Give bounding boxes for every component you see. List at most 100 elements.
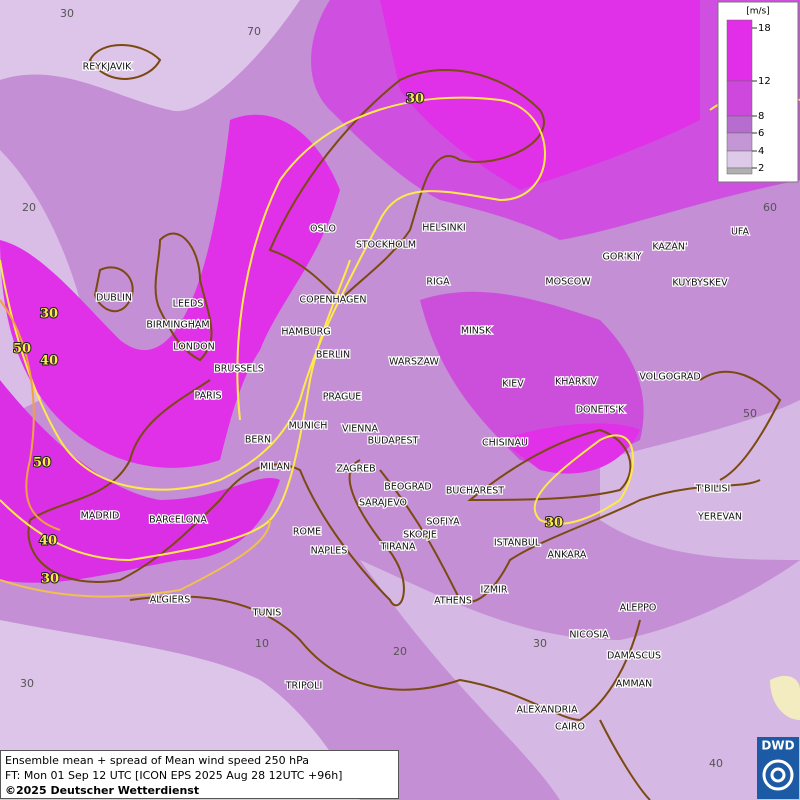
- city-label: RIGA: [426, 277, 450, 288]
- legend-band: [726, 150, 753, 169]
- city-label: KHARKIV: [555, 377, 598, 388]
- graticule-label: 20: [22, 201, 36, 214]
- city-label: GOR'KIY: [603, 252, 642, 263]
- graticule-label: 40: [709, 757, 723, 770]
- contour-label: 40: [39, 534, 57, 549]
- city-label: ANKARA: [548, 550, 587, 561]
- contour-label: 30: [406, 92, 424, 107]
- contour-label: 30: [41, 572, 59, 587]
- city-label: ATHENS: [434, 596, 472, 607]
- city-label: LEEDS: [173, 299, 204, 310]
- city-label: DAMASCUS: [607, 651, 661, 662]
- contour-label: 50: [13, 342, 31, 357]
- legend-band: [726, 132, 753, 152]
- city-label: BERLIN: [316, 350, 350, 361]
- city-label: NICOSIA: [569, 630, 609, 641]
- city-label: BRUSSELS: [214, 364, 263, 375]
- city-label: SKOPJE: [403, 530, 437, 541]
- graticule-label: 60: [763, 201, 777, 214]
- contour-label: 30: [40, 307, 58, 322]
- city-label: REYKJAVIK: [83, 62, 132, 73]
- legend-unit: [m/s]: [746, 7, 770, 17]
- graticule-label: 30: [60, 7, 74, 20]
- city-label: AMMAN: [616, 679, 653, 690]
- graticule-label: 30: [533, 637, 547, 650]
- city-label: MINSK: [461, 326, 492, 337]
- legend-tick-label: 18: [758, 23, 771, 34]
- city-label: ALEXANDRIA: [516, 705, 578, 716]
- city-label: T'BILISI: [695, 484, 731, 495]
- graticule-label: 70: [247, 25, 261, 38]
- city-label: VIENNA: [342, 424, 379, 435]
- legend-band: [726, 80, 753, 117]
- city-label: VOLGOGRAD: [639, 372, 700, 383]
- legend-band: [726, 115, 753, 134]
- legend-band: [726, 19, 753, 82]
- city-label: IZMIR: [481, 585, 508, 596]
- city-label: BUDAPEST: [368, 436, 419, 447]
- city-label: OSLO: [310, 224, 336, 235]
- city-labels: REYKJAVIK OSLO STOCKHOLM HELSINKI DUBLIN LEED…: [79, 60, 750, 733]
- logo-swirl: [770, 767, 786, 783]
- legend-tick-label: 6: [758, 128, 764, 139]
- footer-line: Ensemble mean + spread of Mean wind spee…: [5, 754, 309, 767]
- city-label: SOFIYA: [426, 517, 460, 528]
- city-label: BERN: [245, 435, 271, 446]
- city-label: ZAGREB: [336, 464, 375, 475]
- graticule-label: 50: [743, 407, 757, 420]
- logo-text: DWD: [761, 739, 794, 753]
- graticule-label: 30: [20, 677, 34, 690]
- city-label: MUNICH: [289, 421, 328, 432]
- graticule-label: 10: [255, 637, 269, 650]
- city-label: ALEPPO: [620, 603, 657, 614]
- city-label: PRAGUE: [323, 392, 362, 403]
- city-label: BIRMINGHAM: [146, 320, 209, 331]
- coastlines: [27, 44, 782, 800]
- city-label: BARCELONA: [149, 515, 207, 526]
- city-label: COPENHAGEN: [300, 295, 367, 306]
- city-label: YEREVAN: [697, 512, 742, 523]
- city-label: TRIPOLI: [285, 681, 323, 692]
- logo-swirl: [762, 759, 794, 791]
- city-label: UFA: [731, 227, 750, 238]
- city-label: CAIRO: [555, 722, 585, 733]
- legend-band: [726, 167, 753, 175]
- city-label: ISTANBUL: [494, 538, 541, 549]
- city-label: TIRANA: [380, 542, 416, 553]
- footer-line: ©2025 Deutscher Wetterdienst: [5, 784, 200, 797]
- legend-tick-label: 8: [758, 111, 764, 122]
- city-label: PARIS: [194, 391, 221, 402]
- contour-label: 40: [40, 354, 58, 369]
- city-label: DUBLIN: [96, 293, 132, 304]
- city-label: HAMBURG: [281, 327, 330, 338]
- city-label: KAZAN': [652, 242, 687, 253]
- contour-label: 50: [33, 456, 51, 471]
- legend-tick-label: 2: [758, 163, 764, 174]
- contour-label: 30: [545, 516, 563, 531]
- city-label: HELSINKI: [422, 223, 465, 234]
- city-label: KUYBYSKEV: [672, 278, 728, 289]
- footer: Ensemble mean + spread of Mean wind spee…: [0, 750, 399, 799]
- contours: [0, 93, 800, 598]
- graticule-label: 20: [393, 645, 407, 658]
- city-label: BUCHAREST: [446, 486, 504, 497]
- legend: [m/s] 18 12 8 6 4 2: [717, 1, 799, 183]
- footer-line: FT: Mon 01 Sep 12 UTC [ICON EPS 2025 Aug…: [5, 769, 343, 782]
- city-label: DONETS'K: [576, 405, 625, 416]
- city-label: ROME: [293, 527, 321, 538]
- city-label: WARSZAW: [389, 357, 439, 368]
- city-label: MILAN: [260, 462, 290, 473]
- city-label: STOCKHOLM: [356, 240, 416, 251]
- legend-tick-label: 12: [758, 76, 771, 87]
- city-label: TUNIS: [252, 608, 282, 619]
- city-label: MOSCOW: [545, 277, 591, 288]
- city-label: LONDON: [173, 342, 214, 353]
- city-label: BEOGRAD: [384, 482, 431, 493]
- contour-labels: 30 30 50 40 50 40 30 30: [12, 91, 564, 588]
- city-label: SARAJEVO: [359, 498, 407, 509]
- city-label: NAPLES: [311, 546, 348, 557]
- city-label: CHISINAU: [482, 438, 528, 449]
- city-label: MADRID: [81, 511, 120, 522]
